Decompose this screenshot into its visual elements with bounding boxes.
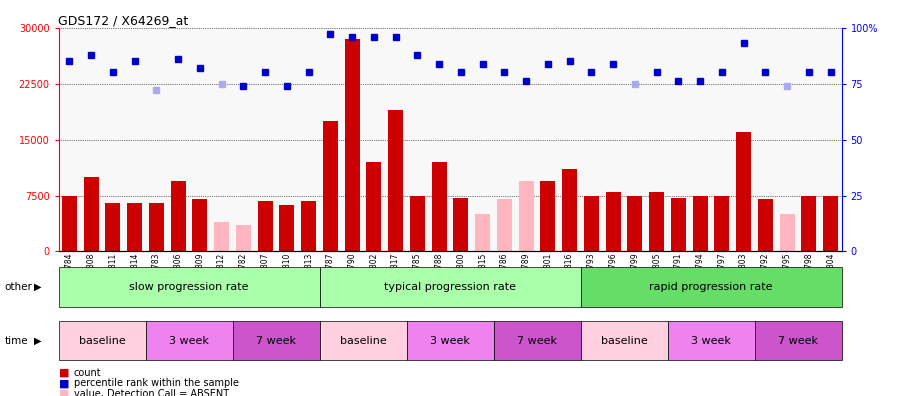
Bar (758, 199, 773, 251)
Bar (736, 132, 752, 251)
Bar (584, 196, 599, 251)
Bar (518, 181, 534, 251)
Bar (127, 203, 142, 251)
Text: 7 week: 7 week (778, 335, 818, 346)
Text: baseline: baseline (339, 335, 386, 346)
Text: ▶: ▶ (34, 282, 41, 292)
Bar (454, 198, 469, 251)
Bar (301, 201, 316, 251)
Text: time: time (4, 335, 28, 346)
Text: GDS172 / X64269_at: GDS172 / X64269_at (58, 13, 189, 27)
Bar (670, 198, 686, 251)
Bar (388, 110, 403, 251)
Bar (715, 196, 730, 251)
Text: 3 week: 3 week (691, 335, 731, 346)
Text: value, Detection Call = ABSENT: value, Detection Call = ABSENT (74, 388, 229, 396)
Text: typical progression rate: typical progression rate (384, 282, 516, 292)
Text: other: other (4, 282, 32, 292)
Bar (606, 192, 621, 251)
Text: slow progression rate: slow progression rate (130, 282, 248, 292)
Text: ▶: ▶ (34, 335, 41, 346)
Bar (323, 121, 338, 251)
Bar (431, 162, 446, 251)
Text: 7 week: 7 week (517, 335, 557, 346)
Text: ■: ■ (58, 388, 69, 396)
Text: baseline: baseline (78, 335, 125, 346)
Bar (649, 192, 664, 251)
Bar (497, 199, 512, 251)
Bar (279, 205, 294, 251)
Bar (801, 196, 816, 251)
Bar (366, 162, 382, 251)
Text: count: count (74, 368, 102, 378)
Bar (214, 222, 230, 251)
Text: baseline: baseline (600, 335, 647, 346)
Bar (692, 196, 707, 251)
Bar (823, 196, 838, 251)
Bar (105, 203, 121, 251)
Bar (779, 214, 795, 251)
Bar (540, 181, 555, 251)
Text: percentile rank within the sample: percentile rank within the sample (74, 378, 238, 388)
Bar (148, 203, 164, 251)
Bar (627, 196, 643, 251)
Bar (193, 199, 208, 251)
Bar (257, 201, 273, 251)
Text: ■: ■ (58, 368, 69, 378)
Text: 3 week: 3 week (430, 335, 470, 346)
Bar (562, 169, 577, 251)
Text: 3 week: 3 week (169, 335, 209, 346)
Bar (345, 39, 360, 251)
Bar (84, 177, 99, 251)
Text: 7 week: 7 week (256, 335, 296, 346)
Bar (62, 196, 77, 251)
Text: ■: ■ (58, 378, 69, 388)
Bar (170, 181, 185, 251)
Bar (410, 196, 425, 251)
Bar (475, 214, 491, 251)
Text: rapid progression rate: rapid progression rate (649, 282, 773, 292)
Bar (236, 225, 251, 251)
